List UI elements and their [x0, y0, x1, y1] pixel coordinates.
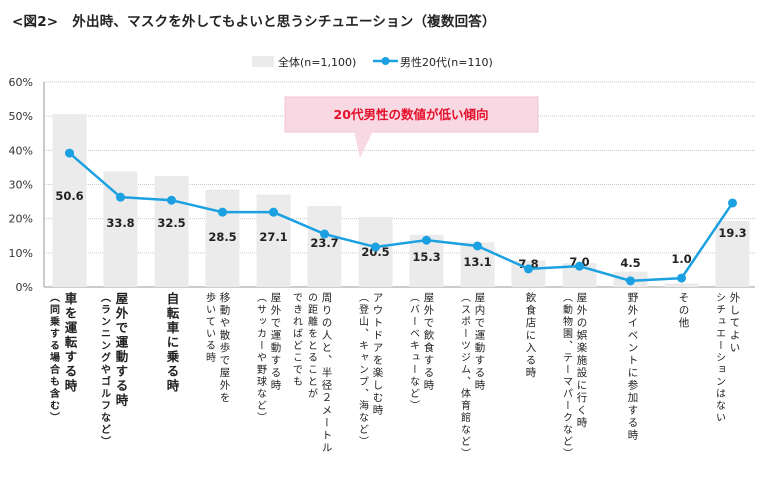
legend-marker [381, 57, 390, 65]
category-label-sub: （バーベキューなど） [407, 292, 419, 412]
y-tick-label: 0% [16, 281, 33, 294]
category-label-main: その他 [677, 292, 690, 330]
legend-label-bar: 全体(n=1,100) [278, 55, 356, 69]
line-point [167, 195, 176, 205]
chart-title: <図2> 外出時、マスクを外してもよいと思うシチュエーション（複数回答） [12, 10, 496, 30]
bar [103, 171, 138, 287]
category-label-main: 移動や散歩で屋外を [218, 292, 231, 405]
callout-box [284, 96, 539, 133]
category-label: その他 [676, 292, 691, 330]
category-label: 野外イベントに参加する時 [625, 292, 640, 442]
y-tick-label: 40% [9, 144, 33, 157]
category-label: 屋外で運動する時 （ランニングやゴルフなど） [96, 292, 130, 448]
category-label: 周りの人と、半径２メートル の距離をとることが できればどこでも [289, 292, 334, 455]
line-point [473, 241, 482, 251]
category-label-main: 屋内で運動する時 [473, 292, 486, 392]
bar [52, 114, 87, 287]
category-label-main: 屋外の娯楽施設に行く時 [575, 292, 588, 430]
y-tick-label: 50% [9, 110, 33, 123]
bar-data-label: 19.3 [718, 226, 746, 240]
line-point [626, 276, 635, 286]
line-point [677, 273, 686, 283]
category-label: 移動や散歩で屋外を 歩いている時 [202, 292, 232, 405]
line-point [422, 235, 431, 245]
category-label: 自転車に乗る時 [164, 292, 181, 394]
line-point [218, 207, 227, 217]
line-point [116, 192, 125, 202]
bar-data-label: 4.5 [620, 256, 640, 270]
category-label-sub: （ランニングやゴルフなど） [98, 292, 110, 448]
category-label: 車を運転する時 （同乗する場合も含む） [45, 292, 79, 424]
category-label-main: 車を運転する時 [62, 292, 78, 394]
category-label: 屋外の娯楽施設に行く時 （動物園、テーマパークなど） [559, 292, 589, 460]
category-label-main: 野外イベントに参加する時 [626, 292, 639, 442]
bar-data-label: 50.6 [55, 189, 83, 203]
bar [154, 175, 189, 287]
callout-pointer [354, 131, 373, 158]
legend-label-line: 男性20代(n=110) [400, 55, 493, 69]
bar-data-label: 15.3 [412, 250, 440, 264]
bar [358, 216, 393, 287]
figure-number: <図2> [12, 14, 59, 30]
category-label-main: 屋外で運動する時 [269, 292, 282, 392]
category-label-main: 外してよい [728, 292, 741, 355]
bar-data-label: 32.5 [157, 216, 185, 230]
bar [715, 221, 750, 287]
category-label-sub: 歩いている時 [203, 292, 215, 364]
line-point [728, 198, 737, 208]
bar-data-label: 28.5 [208, 230, 236, 244]
line-point [524, 264, 533, 274]
bar [307, 206, 342, 287]
bar-data-label: 33.8 [106, 216, 134, 230]
bar [664, 283, 699, 287]
legend-swatch-bar [252, 56, 274, 67]
category-label-sub: （スポーツジム、体育館など） [458, 292, 470, 460]
category-label-sub2: できればどこでも [290, 292, 302, 388]
category-label-sub: シチュエーションはない [713, 292, 725, 424]
category-label-main: 屋外で飲食する時 [422, 292, 435, 392]
bar-data-label: 20.5 [361, 245, 389, 259]
y-tick-label: 20% [9, 213, 33, 226]
category-label: 屋外で運動する時 （サッカーや野球など） [253, 292, 283, 424]
category-label-main: アウトドアを楽しむ時 [371, 292, 384, 417]
bar-data-label: 27.1 [259, 230, 287, 244]
y-tick-label: 60% [9, 76, 33, 89]
line-point [65, 148, 74, 158]
category-label-sub: （サッカーや野球など） [254, 292, 266, 424]
bar-data-label: 1.0 [671, 252, 691, 266]
line-point [371, 242, 380, 252]
category-label-sub: （登山、キャンプ、海など） [356, 292, 368, 448]
y-tick-label: 10% [9, 247, 33, 260]
bar [205, 189, 240, 287]
category-label-main: 飲食店に入る時 [524, 292, 537, 380]
category-label-sub: の距離をとることが [305, 292, 317, 400]
category-label-main: 屋外で運動する時 [113, 292, 129, 408]
line-point [320, 229, 329, 239]
category-label-sub: （同乗する場合も含む） [47, 292, 59, 424]
category-label: 外してよい シチュエーションはない [712, 292, 742, 424]
series-line [68, 152, 734, 283]
line-point [575, 261, 584, 271]
category-label: 屋外で飲食する時 （バーベキューなど） [406, 292, 436, 412]
y-tick-label: 30% [9, 179, 33, 192]
line-point [269, 207, 278, 217]
category-label-main: 自転車に乗る時 [164, 292, 180, 394]
callout-text: 20代男性の数値が低い傾向 [334, 107, 489, 122]
bar-data-label: 13.1 [463, 255, 491, 269]
category-label: 飲食店に入る時 [523, 292, 538, 380]
title-text: 外出時、マスクを外してもよいと思うシチュエーション（複数回答） [72, 14, 496, 30]
bar-data-label: 23.7 [310, 236, 338, 250]
category-label-sub: （動物園、テーマパークなど） [560, 292, 572, 460]
category-label: 屋内で運動する時 （スポーツジム、体育館など） [457, 292, 487, 460]
category-label: アウトドアを楽しむ時 （登山、キャンプ、海など） [355, 292, 385, 448]
category-label-main: 周りの人と、半径２メートル [320, 292, 333, 455]
